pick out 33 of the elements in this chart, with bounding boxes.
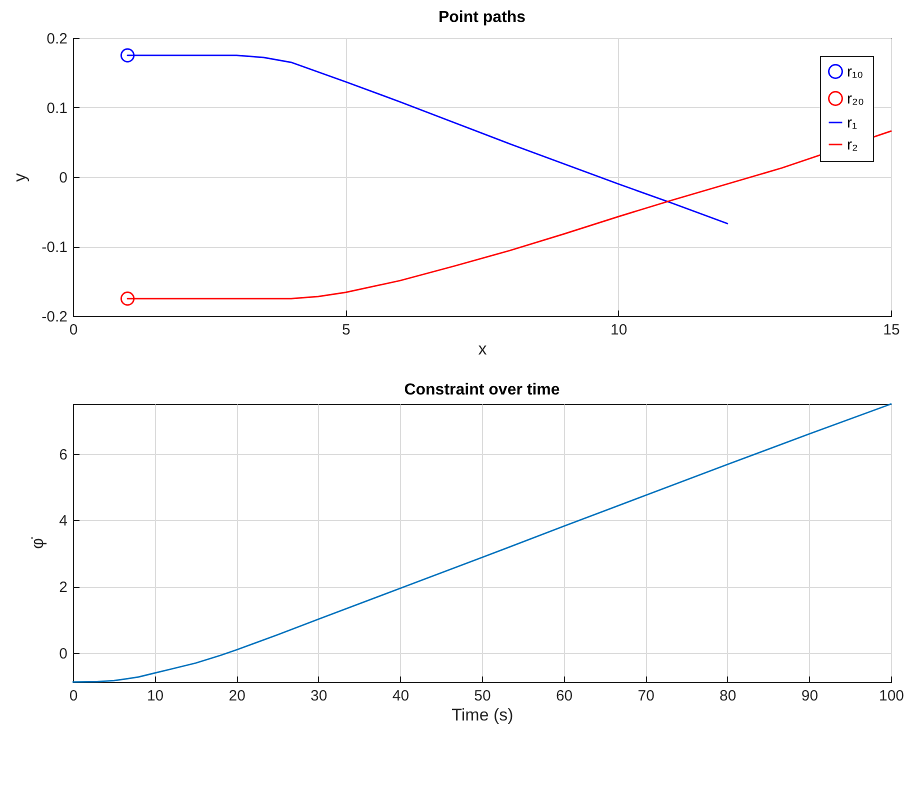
y-tick-label: 0 [59,170,68,186]
chart-title: Constraint over time [404,381,560,398]
x-tick-label: 10 [146,688,164,704]
y-tick-label: -0.1 [42,239,68,256]
x-tick-label: 10 [610,322,628,338]
x-tick-label: 50 [474,688,491,704]
legend-label: r₁ [847,114,858,132]
x-tick-label: 40 [392,688,410,704]
line-series [72,403,892,683]
y-axis-title: y [10,172,30,182]
x-axis-title: x [478,340,488,358]
y-tick-label: -0.2 [42,308,68,326]
x-tick-label: 15 [883,322,900,338]
y-axis-title: φ̇ [28,536,48,550]
y-tick-label: 4 [59,512,68,530]
legend-label: r₂₀ [847,90,864,108]
legend-label: r₁₀ [847,64,864,80]
y-tick-label: 0.2 [46,30,68,48]
x-tick-label: 5 [342,322,350,338]
x-tick-label: 20 [228,688,246,704]
x-tick-label: 80 [720,688,736,704]
x-axis-title: Time (s) [452,706,514,724]
x-tick-label: 30 [310,688,328,704]
y-tick-label: 0.1 [46,100,68,117]
y-tick-label: 6 [59,446,68,464]
x-tick-label: 60 [556,688,573,704]
y-tick-label: 2 [59,579,68,596]
x-tick-label: 90 [801,688,818,704]
chart-title: Point paths [438,9,526,26]
x-tick-label: 70 [638,688,654,704]
y-tick-label: 0 [59,646,68,663]
legend-label: r₂ [847,136,858,154]
x-tick-label: 100 [878,688,904,704]
